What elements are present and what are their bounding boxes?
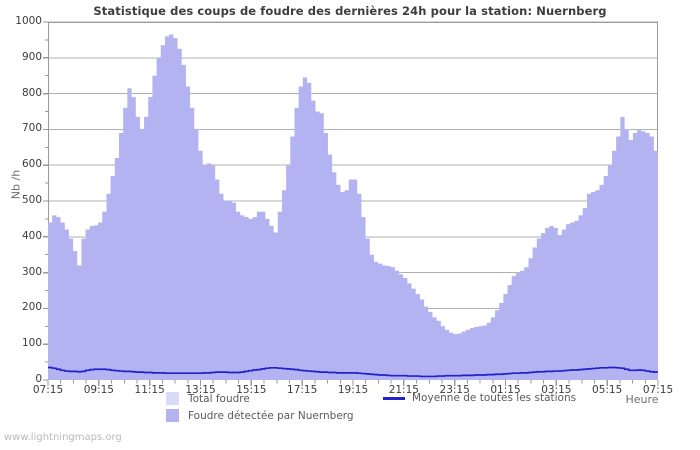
x-tick-label: 17:15 <box>287 384 318 396</box>
y-tick-label: 1000 <box>15 15 42 27</box>
x-tick-label: 19:15 <box>337 384 369 396</box>
x-tick-label: 05:15 <box>592 384 623 396</box>
y-tick-label: 700 <box>21 122 42 135</box>
y-tick-label: 0 <box>35 373 42 385</box>
legend-line-marker-icon <box>383 396 405 400</box>
x-tick-label: 23:15 <box>439 384 470 396</box>
x-tick-label: 21:15 <box>388 384 419 396</box>
y-tick-label: 200 <box>21 301 42 314</box>
chart-legend: Total foudre Foudre détectée par Nuernber… <box>0 392 700 432</box>
x-tick-label: 03:15 <box>541 384 572 396</box>
x-tick-label: 07:15 <box>642 384 674 396</box>
legend-label: Foudre détectée par Nuernberg <box>188 409 354 422</box>
y-tick-label: 100 <box>21 337 42 350</box>
legend-item[interactable]: Moyenne de toutes les stations <box>383 392 576 404</box>
area-series-2 <box>48 34 658 380</box>
y-tick-label: 900 <box>21 50 42 63</box>
x-tick-label: 15:15 <box>236 384 267 396</box>
y-tick-label: 600 <box>21 158 42 171</box>
x-tick-label: 09:15 <box>83 384 114 396</box>
x-tick-label: 11:15 <box>134 384 165 396</box>
x-axis-title: Heure <box>625 393 659 406</box>
y-tick-label: 400 <box>21 229 42 242</box>
y-tick-label: 800 <box>21 86 42 99</box>
legend-item[interactable]: Total foudre <box>166 392 250 405</box>
y-tick-label: 300 <box>21 265 42 278</box>
chart-title: Statistique des coups de foudre des dern… <box>93 4 607 18</box>
x-tick-label: 01:15 <box>490 384 521 396</box>
x-tick-label: 07:15 <box>32 384 64 396</box>
watermark-text: www.lightningmaps.org <box>4 432 122 443</box>
legend-swatch-icon <box>166 392 179 405</box>
legend-label: Moyenne de toutes les stations <box>412 392 577 404</box>
legend-item[interactable]: Foudre détectée par Nuernberg <box>166 409 354 422</box>
legend-swatch-icon <box>166 409 179 422</box>
average-line-series <box>48 366 658 378</box>
legend-label: Total foudre <box>188 392 250 405</box>
x-tick-label: 13:15 <box>185 384 216 396</box>
y-tick-label: 500 <box>21 194 42 206</box>
